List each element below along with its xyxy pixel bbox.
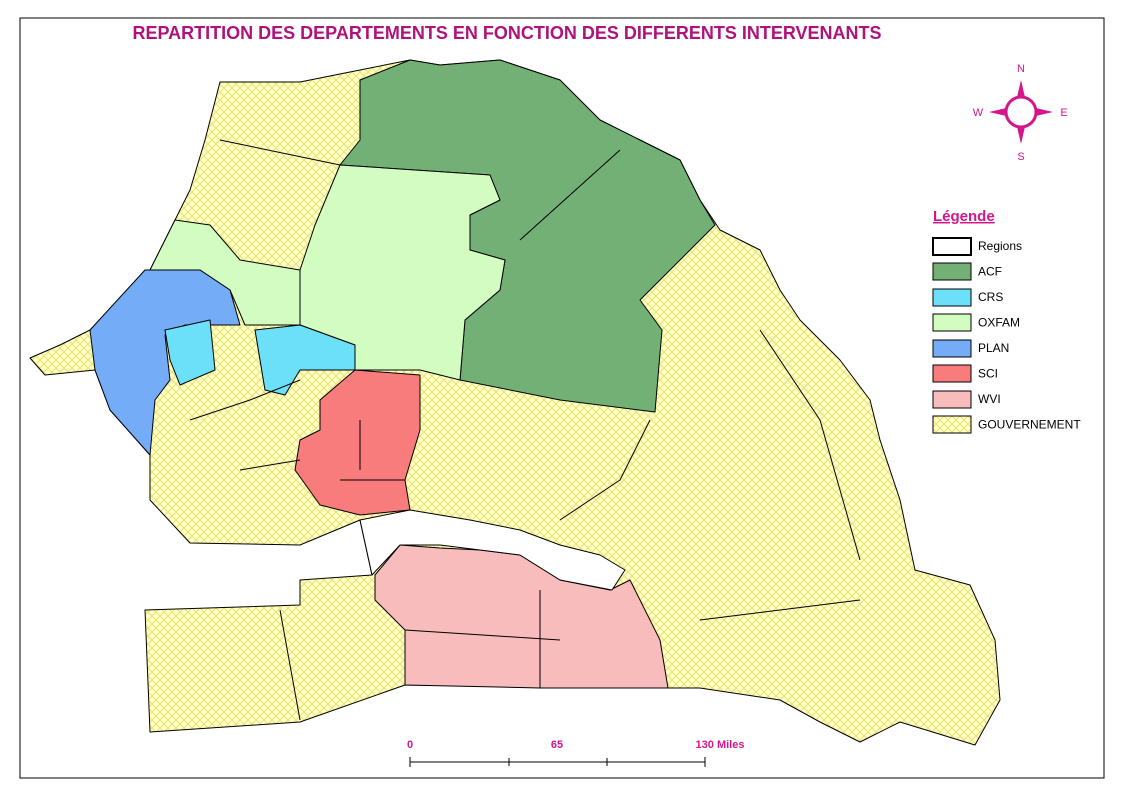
compass-e: E — [1060, 107, 1067, 119]
swatch — [932, 288, 972, 307]
map-title: REPARTITION DES DEPARTEMENTS EN FONCTION… — [132, 23, 881, 43]
legend-label: GOUVERNEMENT — [978, 418, 1081, 432]
legend-label: ACF — [978, 265, 1002, 279]
legend-label: SCI — [978, 367, 998, 381]
scale-line — [409, 757, 706, 767]
legend-label: CRS — [978, 290, 1003, 304]
region-crs — [254, 324, 356, 396]
region-wvi — [374, 544, 669, 689]
compass-n: N — [1017, 63, 1025, 75]
swatch — [932, 237, 972, 256]
swatch — [932, 313, 972, 332]
legend-label: WVI — [978, 392, 1001, 406]
swatch — [932, 390, 972, 409]
swatch — [932, 339, 972, 358]
region-sci — [294, 369, 421, 516]
scale-label: 65 — [551, 739, 563, 751]
compass: N E S W — [973, 63, 1068, 163]
legend: Légende Regions ACF CRS OXFAM PLAN SCI WVI GOUV… — [932, 208, 1081, 434]
scale-label: 130 Miles — [696, 739, 745, 751]
legend-label: OXFAM — [978, 316, 1020, 330]
scale-bar: 0 65 130 Miles — [407, 739, 745, 767]
gambia — [359, 509, 626, 591]
legend-label: PLAN — [978, 341, 1009, 355]
scale-label: 0 — [407, 739, 413, 751]
border — [189, 139, 861, 721]
map — [29, 59, 1001, 746]
legend-label: Regions — [978, 239, 1022, 253]
swatch — [932, 262, 972, 281]
region-crs — [164, 319, 216, 386]
border — [519, 149, 621, 241]
compass-ring — [1004, 95, 1038, 129]
swatch — [932, 415, 972, 434]
region-plan — [89, 269, 241, 456]
compass-s: S — [1017, 151, 1024, 163]
legend-title: Légende — [933, 208, 995, 225]
swatch — [932, 364, 972, 383]
compass-w: W — [973, 107, 984, 119]
